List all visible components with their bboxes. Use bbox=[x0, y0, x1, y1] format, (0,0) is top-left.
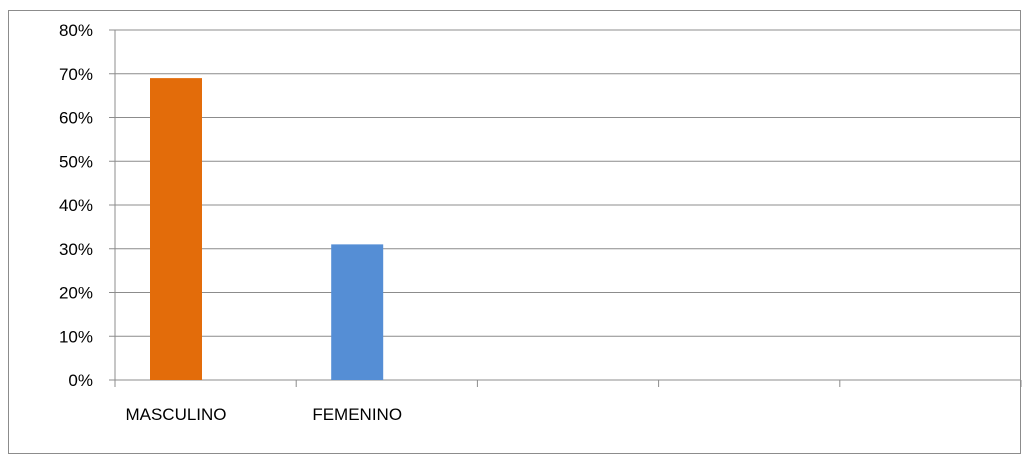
bar-masculino bbox=[150, 78, 202, 380]
y-tick-label: 20% bbox=[59, 284, 93, 303]
x-tick-label: MASCULINO bbox=[125, 405, 226, 424]
y-tick-label: 70% bbox=[59, 65, 93, 84]
bars bbox=[150, 78, 384, 380]
bar-femenino bbox=[331, 244, 384, 380]
y-tick-label: 30% bbox=[59, 240, 93, 259]
y-tick-label: 0% bbox=[68, 371, 93, 390]
y-tick-label: 40% bbox=[59, 196, 93, 215]
y-tick-label: 60% bbox=[59, 109, 93, 128]
y-tick-label: 50% bbox=[59, 152, 93, 171]
y-tick-labels: 0% 10% 20% 30% 40% 50% 60% 70% 80% bbox=[59, 21, 93, 390]
y-tick-label: 10% bbox=[59, 327, 93, 346]
x-tick-labels: MASCULINO FEMENINO bbox=[125, 405, 402, 424]
y-tick-label: 80% bbox=[59, 21, 93, 40]
x-tick-label: FEMENINO bbox=[312, 405, 402, 424]
axes bbox=[109, 29, 1022, 387]
gridlines bbox=[115, 29, 1021, 337]
